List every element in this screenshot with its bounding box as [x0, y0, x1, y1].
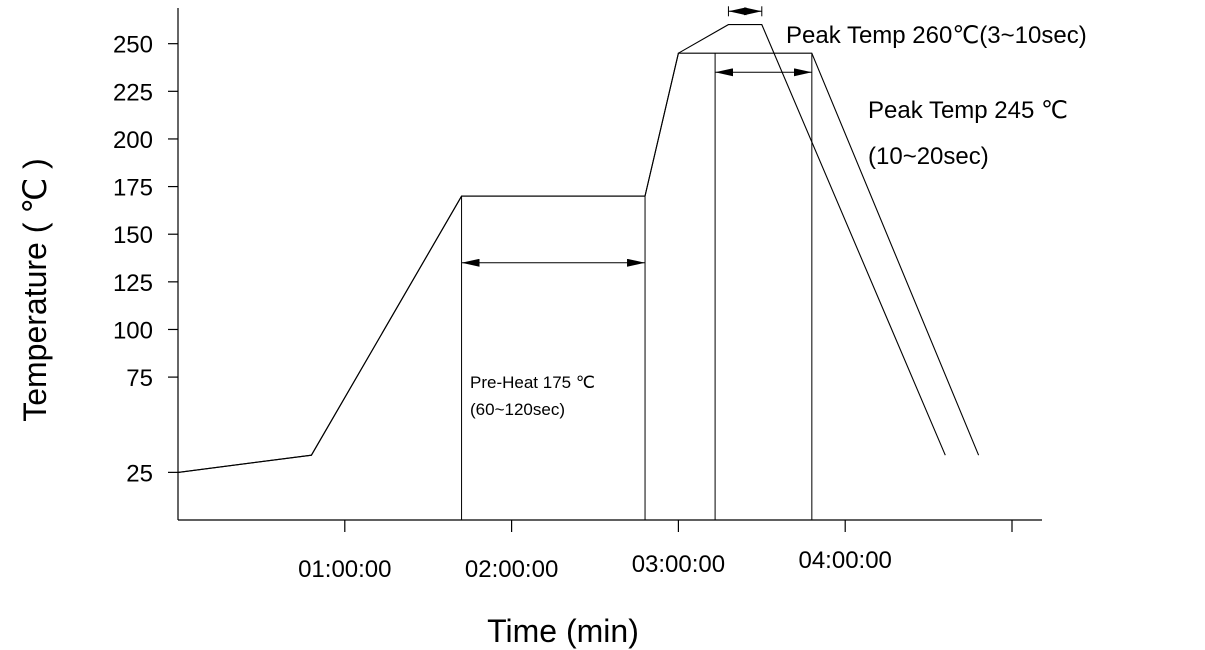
preheat-annotation-line2: (60~120sec)	[470, 400, 565, 419]
series-lines	[177, 24, 980, 473]
x-tick-label: 02:00:00	[465, 556, 558, 583]
interval-arrows	[461, 6, 812, 267]
x-tick-label: 04:00:00	[798, 547, 891, 574]
peak-260-annotation: Peak Temp 260℃(3~10sec)	[786, 22, 1087, 49]
preheat-annotation-line1: Pre-Heat 175 ℃	[470, 373, 595, 392]
y-tick-label: 125	[113, 270, 153, 297]
y-tick-label: 175	[113, 175, 153, 202]
x-axis-title: Time (min)	[487, 613, 639, 649]
y-tick-label: 200	[113, 127, 153, 154]
peak-245-annotation-line1: Peak Temp 245 ℃	[868, 97, 1068, 124]
x-tick-label: 01:00:00	[298, 556, 391, 583]
y-tick-label: 250	[113, 32, 153, 59]
y-tick-label: 75	[126, 365, 153, 392]
y-tick-label: 25	[126, 460, 153, 487]
vertical-guides	[461, 53, 813, 520]
y-tick-label: 100	[113, 317, 153, 344]
peak-245-annotation-line2: (10~20sec)	[868, 143, 989, 170]
y-axis-ticks: 25 75 100 125 150 175 200 225 250	[113, 32, 178, 487]
x-axis-ticks: 01:00:00 02:00:00 03:00:00 04:00:00	[298, 520, 1013, 583]
y-tick-label: 150	[113, 222, 153, 249]
y-axis-title: Temperature ( ℃ )	[17, 158, 53, 422]
series-line-2	[177, 52, 980, 473]
x-tick-label: 03:00:00	[632, 551, 725, 578]
y-tick-label: 225	[113, 79, 153, 106]
